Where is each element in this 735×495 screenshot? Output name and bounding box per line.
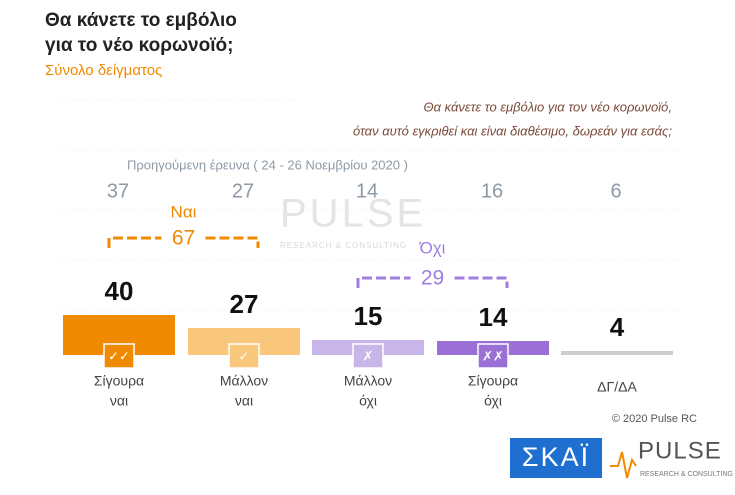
chart-title: για το νέο κορωνοϊό; <box>45 35 233 56</box>
group-value: 29 <box>421 267 444 290</box>
previous-value: 27 <box>232 180 254 202</box>
company-logo: PULSE <box>638 437 722 464</box>
group-bracket <box>205 236 260 248</box>
question: όταν αυτό εγκριθεί και είναι διαθέσιμο, … <box>353 123 672 138</box>
value-label: 40 <box>105 276 134 306</box>
icon: ✓✓ <box>108 348 130 363</box>
x-tick-label: Σίγουρα <box>468 373 518 389</box>
x-tick-label: ΔΓ/ΔΑ <box>597 379 637 395</box>
bar <box>561 351 673 355</box>
group-value: 67 <box>172 227 195 250</box>
value-label: 4 <box>610 312 625 342</box>
icon: ✓ <box>239 348 250 363</box>
channel-logo-text: ΣΚΑΪ <box>522 442 590 472</box>
previous-value: 14 <box>356 180 378 202</box>
icon-box <box>477 343 509 369</box>
x-tick-label: ναι <box>235 393 253 409</box>
company-logo-sub: RESEARCH & CONSULTING <box>640 471 733 478</box>
group-bracket <box>454 276 509 288</box>
previous-value: 16 <box>481 180 503 202</box>
group-name: Όχι <box>419 238 446 257</box>
icon: ✗✗ <box>482 348 504 363</box>
chart-title: Θα κάνετε το εμβόλιο <box>45 10 237 31</box>
watermark-sub: RESEARCH & CONSULTING <box>280 241 407 250</box>
x-tick-label: όχι <box>484 393 502 409</box>
previous-value: 6 <box>610 180 621 202</box>
chart-subtitle: Σύνολο δείγματος <box>45 62 162 79</box>
x-tick-label: Σίγουρα <box>94 373 144 389</box>
watermark: PULSE <box>280 192 426 236</box>
copyright: © 2020 Pulse RC <box>612 413 697 425</box>
question: Θα κάνετε το εμβόλιο για τον νέο κορωνοϊ… <box>423 99 672 114</box>
group-bracket <box>356 276 411 288</box>
company-logo-icon <box>610 451 637 479</box>
icon: ✗ <box>363 348 374 363</box>
group-bracket <box>107 236 162 248</box>
icon-box <box>103 343 135 369</box>
icon-box <box>228 343 260 369</box>
previous-value: 37 <box>107 180 129 202</box>
icon-box <box>352 343 384 369</box>
value-label: 27 <box>230 289 259 319</box>
x-tick-label: όχι <box>359 393 377 409</box>
x-tick-label: Μάλλον <box>220 373 268 389</box>
channel-logo <box>510 438 602 478</box>
previous-label: Προηγούμενη έρευνα ( 24 - 26 Νοεμβρίου 2… <box>127 157 408 172</box>
value-label: 15 <box>354 301 383 331</box>
value-label: 14 <box>479 302 508 332</box>
group-name: Ναι <box>171 202 197 221</box>
background-grid <box>60 99 680 311</box>
x-tick-label: Μάλλον <box>344 373 392 389</box>
x-tick-label: ναι <box>110 393 128 409</box>
